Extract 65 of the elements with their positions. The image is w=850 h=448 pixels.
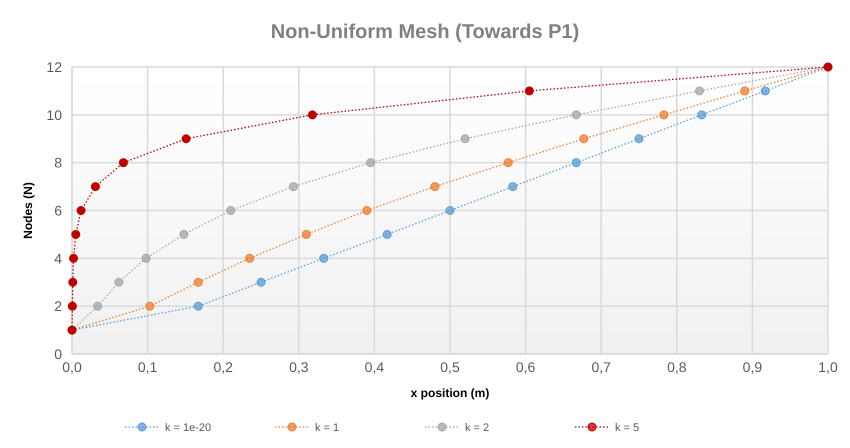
legend-label: k = 1e-20	[165, 422, 212, 434]
point	[366, 158, 376, 168]
y-tick-label: 6	[54, 202, 62, 218]
point	[179, 230, 188, 239]
point	[182, 134, 191, 144]
point	[308, 110, 317, 120]
point	[90, 182, 100, 192]
y-tick-label: 8	[54, 154, 62, 171]
point	[634, 134, 644, 144]
point	[145, 302, 154, 311]
point	[697, 110, 706, 120]
x-tick-label: 0,3	[289, 359, 309, 375]
point	[740, 86, 750, 96]
point	[362, 206, 372, 215]
point	[579, 134, 588, 144]
x-tick-label: 0,8	[667, 359, 687, 375]
point	[68, 278, 78, 287]
point	[118, 158, 128, 168]
point	[114, 278, 124, 287]
x-tick-label: 0,5	[440, 359, 460, 375]
point	[319, 254, 328, 263]
x-tick-label: 0,1	[138, 359, 158, 375]
y-tick-label: 0	[54, 346, 62, 362]
point	[572, 110, 581, 120]
x-tick-label: 1,0	[818, 359, 838, 375]
x-tick-label: 0,9	[742, 359, 762, 375]
point	[226, 206, 236, 215]
point	[256, 278, 266, 287]
point	[760, 86, 770, 96]
point	[68, 302, 77, 311]
point	[289, 182, 298, 192]
x-tick-label: 0,6	[516, 359, 536, 375]
legend-label: k = 5	[615, 422, 640, 434]
x-tick-label: 0,4	[364, 359, 384, 375]
point	[69, 254, 78, 263]
point	[659, 110, 668, 120]
y-axis-title: Nodes (N)	[21, 182, 35, 239]
point	[382, 230, 392, 239]
y-tick-label: 2	[54, 298, 62, 314]
point	[508, 182, 518, 192]
point	[76, 206, 86, 215]
point	[194, 302, 203, 311]
point	[93, 302, 102, 311]
legend-label: k = 2	[465, 422, 490, 434]
point	[694, 86, 704, 96]
y-tick-label: 10	[46, 106, 62, 123]
legend-label: k = 1	[315, 422, 340, 434]
x-axis-title: x position (m)	[410, 386, 490, 400]
point	[302, 230, 311, 239]
y-tick-label: 4	[54, 250, 62, 266]
point	[504, 158, 513, 168]
chart-title: Non-Uniform Mesh (Towards P1)	[270, 21, 580, 43]
x-tick-label: 0,0	[62, 359, 82, 375]
point	[245, 254, 254, 263]
point	[446, 206, 454, 215]
point	[430, 182, 440, 192]
point	[71, 230, 80, 239]
x-tick-label: 0,7	[591, 359, 612, 375]
point	[524, 86, 534, 96]
point	[572, 158, 581, 168]
point	[142, 254, 151, 263]
point	[460, 134, 470, 144]
point	[194, 278, 203, 287]
x-tick-label: 0,2	[213, 359, 234, 375]
y-tick-label: 12	[46, 59, 62, 75]
